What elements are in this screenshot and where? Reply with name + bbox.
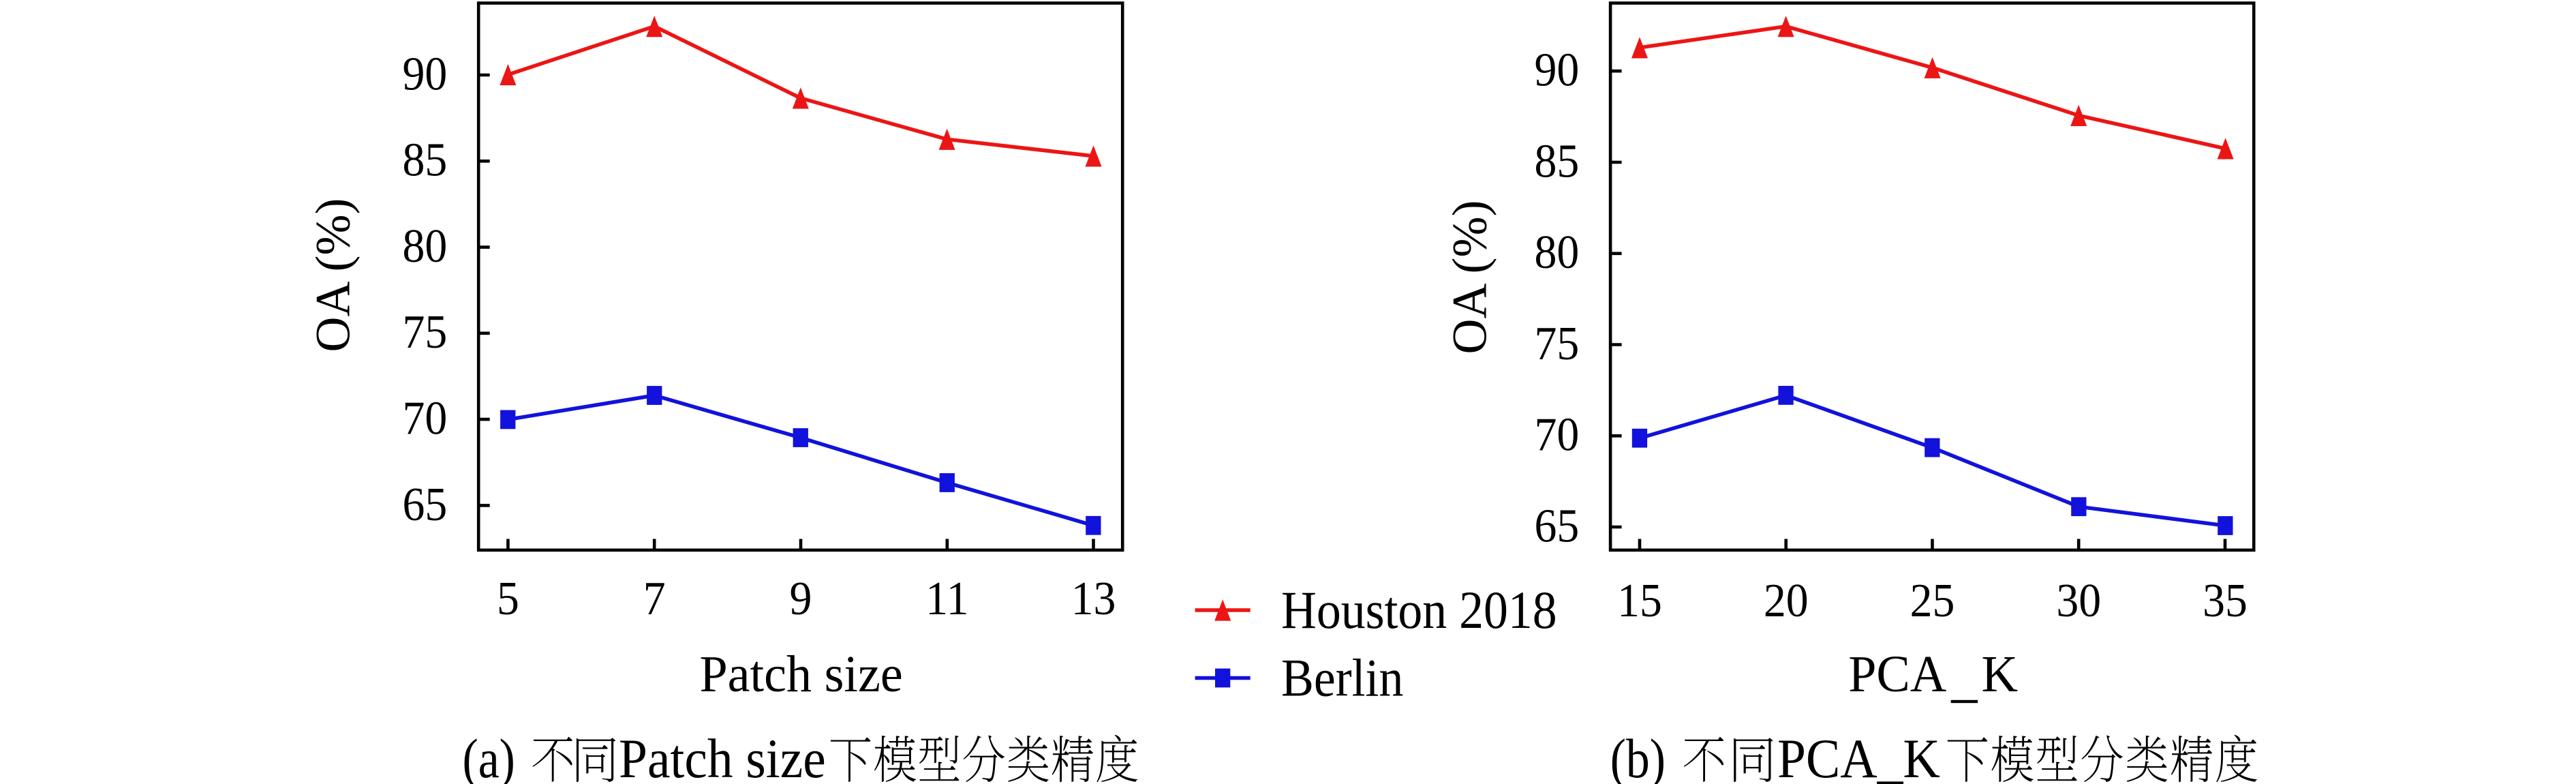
svg-text:85: 85 [1535, 134, 1580, 187]
svg-text:65: 65 [1535, 499, 1580, 552]
svg-text:20: 20 [1764, 573, 1809, 627]
svg-text:70: 70 [1535, 408, 1580, 461]
svg-text:80: 80 [1535, 225, 1580, 278]
svg-text:(b): (b) [1610, 728, 1666, 784]
svg-text:OA (%): OA (%) [306, 198, 361, 352]
svg-text:OA (%): OA (%) [1442, 200, 1497, 355]
svg-text:PCA: PCA [1848, 646, 1946, 703]
svg-text:K: K [1982, 646, 2019, 703]
svg-text:Patch size: Patch size [619, 728, 826, 784]
svg-text:90: 90 [403, 47, 448, 100]
svg-text:30: 30 [2056, 573, 2101, 627]
svg-text:Houston 2018: Houston 2018 [1281, 581, 1557, 639]
svg-text:11: 11 [925, 571, 968, 624]
svg-text:5: 5 [497, 571, 519, 624]
svg-text:Patch size: Patch size [699, 646, 902, 703]
svg-text:15: 15 [1617, 573, 1662, 627]
svg-text:(a): (a) [463, 728, 515, 784]
svg-text:65: 65 [403, 477, 448, 530]
svg-text:90: 90 [1535, 43, 1580, 96]
svg-text:7: 7 [643, 571, 666, 624]
svg-text:70: 70 [403, 391, 448, 444]
svg-text:75: 75 [403, 305, 448, 358]
svg-text:35: 35 [2203, 573, 2248, 627]
svg-text:75: 75 [1535, 316, 1580, 370]
svg-text:13: 13 [1071, 571, 1116, 624]
svg-text:PCA_K: PCA_K [1777, 728, 1940, 784]
svg-text:9: 9 [790, 571, 812, 624]
svg-text:80: 80 [403, 219, 448, 272]
svg-text:85: 85 [403, 133, 448, 186]
svg-text:Berlin: Berlin [1281, 649, 1403, 708]
svg-text:25: 25 [1910, 573, 1955, 627]
